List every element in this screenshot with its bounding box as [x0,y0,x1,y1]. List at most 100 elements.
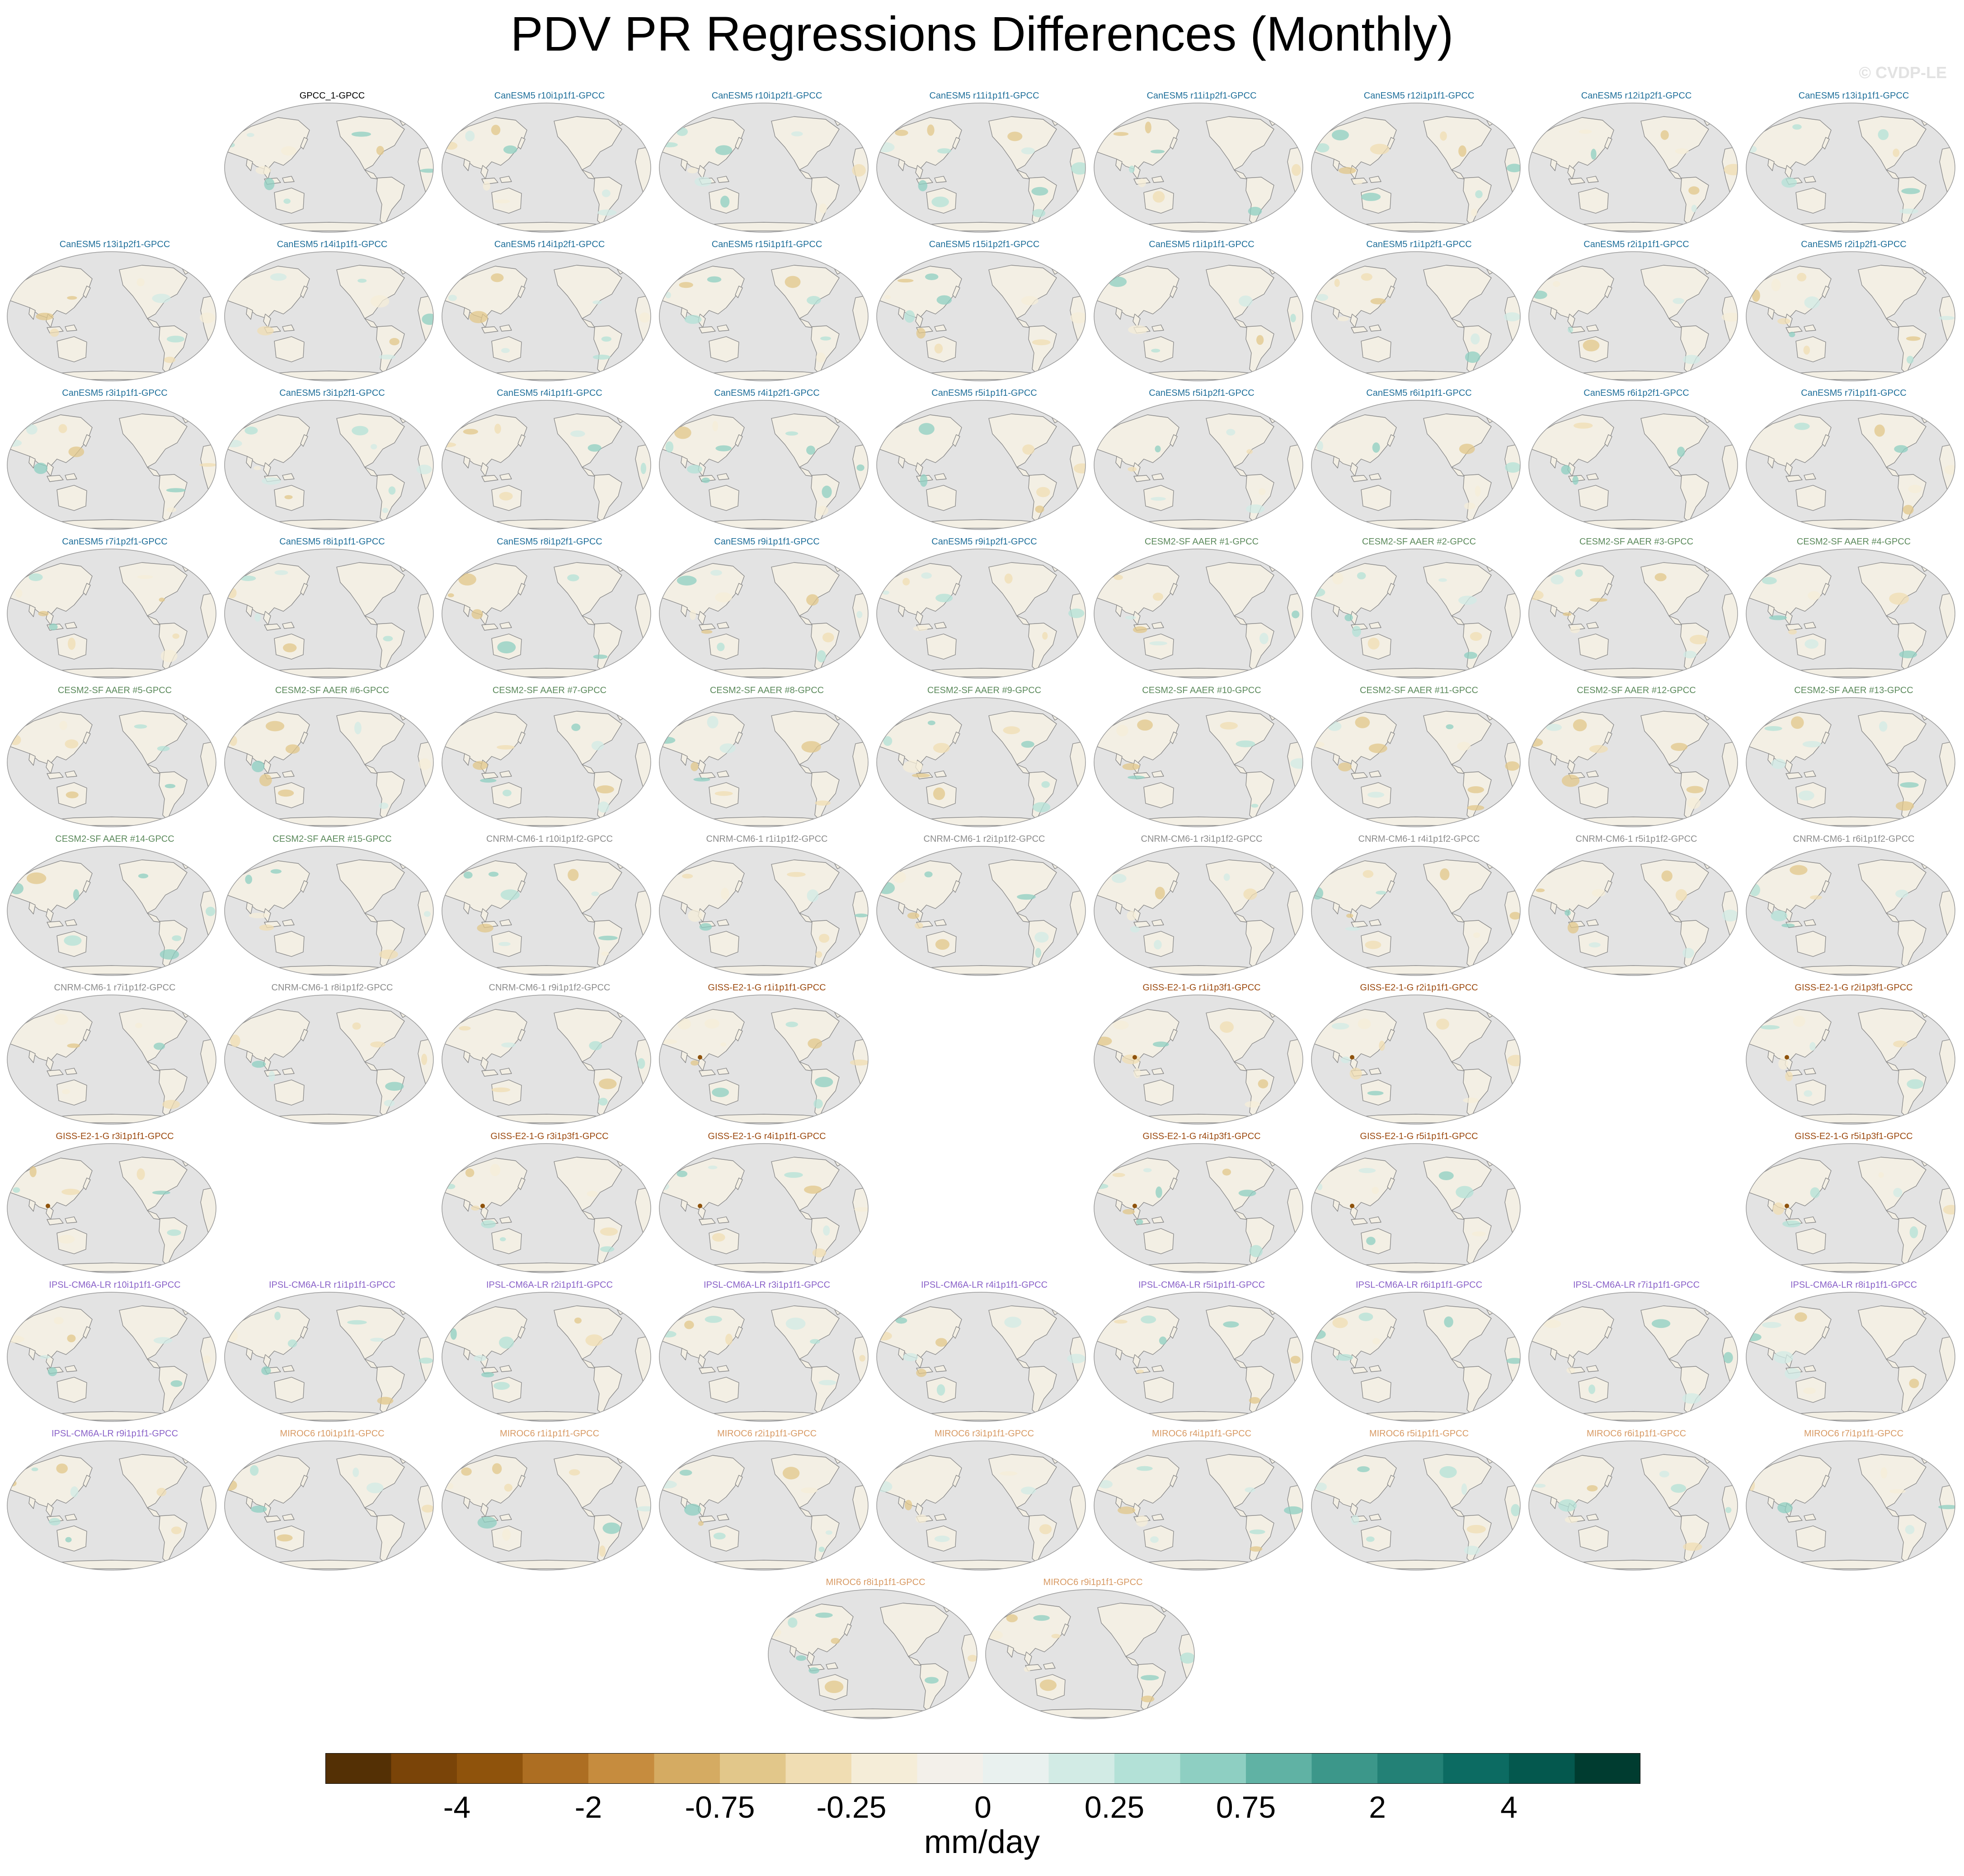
map-panel: CanESM5 r10i1p2f1-GPCC [658,90,875,235]
map-land [934,1365,947,1372]
map-anomaly-patch [416,464,432,474]
map-anomaly-patch [1807,591,1821,600]
map-land [1143,1525,1174,1552]
map-anomaly-patch [1792,124,1802,130]
map-land [56,1377,87,1403]
map-land [1097,1603,1166,1657]
map-land [499,919,512,926]
map-anomaly-patch [1258,1079,1269,1088]
map-panel-title: CanESM5 r2i1p2f1-GPCC [1801,239,1907,249]
map-anomaly-patch [26,424,38,435]
map-panel-title: CanESM5 r9i1p1f1-GPCC [714,537,820,547]
map-anomaly-patch [1351,1515,1359,1525]
map-land [1586,176,1599,183]
map-land [499,473,512,480]
map-land [1822,137,1830,150]
map-land [717,1514,729,1521]
map-anomaly-patch [921,572,932,579]
colorbar-swatch [522,1753,589,1784]
map-anomaly-patch [1470,632,1482,641]
map-anomaly-patch [679,1469,692,1476]
map-land [898,456,905,469]
map-land [300,880,308,893]
map-globe [442,251,651,381]
map-globe [442,103,651,233]
map-anomaly-patch [1031,187,1048,196]
map-anomaly-patch [7,1335,25,1343]
map-panel-title: CanESM5 r13i1p1f1-GPCC [1798,91,1909,101]
map-border [7,1292,216,1422]
map-land [1337,519,1494,529]
map-anomaly-patch [1041,781,1050,788]
map-anomaly-patch [1438,578,1447,582]
colorbar-tick-label: 4 [1500,1790,1518,1824]
map-land [709,336,739,362]
map-land [1772,1114,1929,1123]
map-anomaly-patch [50,328,59,337]
map-land [1772,816,1929,826]
map-globe [1746,1143,1955,1273]
map-globe [7,697,216,827]
map-panel-title: IPSL-CM6A-LR r2i1p1f1-GPCC [486,1280,613,1290]
map-anomaly-patch [66,791,79,798]
map-land [699,624,716,631]
map-panel-title: CanESM5 r3i1p2f1-GPCC [279,388,385,398]
map-globe [1528,846,1738,976]
map-land [934,770,947,778]
map-anomaly-patch [423,911,431,917]
map-anomaly-patch [162,1100,180,1109]
map-anomaly-patch [490,1164,501,1177]
map-anomaly-patch [1098,1480,1113,1489]
map-globe [1311,846,1521,976]
colorbar-units: mm/day [924,1824,1040,1860]
map-land [1170,1177,1178,1190]
map-panel-title: CESM2-SF AAER #7-GPCC [492,685,607,695]
map-anomaly-patch [491,125,501,136]
map-anomaly-patch [1804,296,1820,309]
map-anomaly-patch [1565,910,1571,916]
map-land [902,668,1060,677]
map-land [1151,1365,1164,1372]
map-anomaly-patch [1874,424,1885,437]
map-border [224,251,434,381]
map-land [33,1262,190,1272]
map-anomaly-patch [1034,932,1049,943]
map-land [1351,475,1368,482]
map-anomaly-patch [1367,638,1380,650]
map-land [1680,771,1709,820]
map-land [119,413,188,468]
map-anomaly-patch [1256,335,1264,345]
map-globe [224,103,434,233]
map-anomaly-patch [138,873,149,879]
map-globe [1746,103,1955,233]
map-border [1311,994,1521,1125]
map-land [517,137,526,150]
map-anomaly-patch [1245,1101,1260,1108]
map-anomaly-patch [1444,1316,1453,1327]
map-land [1550,159,1557,171]
colorbar-tick-label: -4 [443,1790,471,1824]
map-anomaly-patch [447,593,454,597]
map-land [1822,732,1830,744]
map-anomaly-patch [1722,910,1738,922]
map-anomaly-patch [1335,1354,1353,1361]
map-globe [1094,994,1303,1125]
map-land [47,1218,64,1225]
map-anomaly-patch [897,279,914,283]
map-anomaly-patch [1566,1367,1575,1374]
map-anomaly-patch [707,276,722,283]
map-anomaly-patch [240,576,256,581]
map-land [1578,485,1609,511]
map-land [1680,177,1709,225]
map-land [1151,324,1164,332]
map-panel: CanESM5 r5i1p1f1-GPCC [876,388,1093,532]
map-land [811,177,840,225]
map-anomaly-patch [459,1026,471,1031]
map-anomaly-patch [159,597,165,602]
map-anomaly-patch [1467,786,1485,793]
map-border [659,1292,869,1422]
map-land [1640,711,1709,765]
map-border [1528,1292,1738,1422]
map-anomaly-patch [1136,1466,1153,1471]
map-land [1351,772,1368,779]
